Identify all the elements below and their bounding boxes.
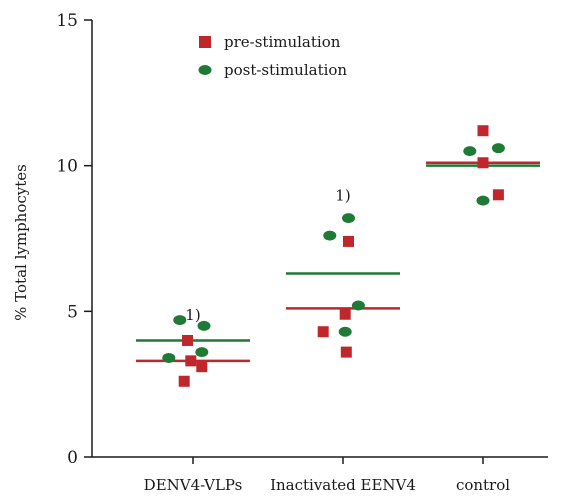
data-point-post-stimulation	[351, 300, 365, 311]
data-points	[162, 125, 505, 387]
y-tick-label: 5	[67, 302, 78, 322]
y-axis-ticks: 0 5 10 15	[56, 11, 92, 468]
y-tick-label: 10	[56, 157, 78, 177]
data-point-pre-stimulation	[196, 361, 208, 373]
y-axis-label: % Total lymphocytes	[12, 164, 30, 321]
legend: pre-stimulation post-stimulation	[198, 33, 347, 79]
data-point-post-stimulation	[338, 326, 352, 337]
data-point-pre-stimulation	[492, 189, 504, 201]
data-point-pre-stimulation	[178, 375, 190, 387]
data-point-post-stimulation	[463, 146, 477, 157]
x-axis-ticks: DENV4-VLPs Inactivated EENV4 control	[144, 457, 510, 494]
data-point-pre-stimulation	[339, 308, 351, 320]
data-point-post-stimulation	[476, 195, 490, 206]
data-point-pre-stimulation	[317, 326, 329, 338]
data-point-post-stimulation	[342, 213, 355, 224]
data-point-post-stimulation	[323, 230, 337, 241]
x-tick-label: control	[456, 476, 510, 494]
annotations: 1) 1)	[185, 187, 350, 324]
data-point-pre-stimulation	[343, 235, 354, 247]
data-point-pre-stimulation	[477, 125, 489, 137]
data-point-pre-stimulation	[182, 334, 193, 346]
data-point-pre-stimulation	[340, 346, 352, 358]
data-point-post-stimulation	[162, 352, 176, 363]
legend-marker-square	[199, 36, 211, 48]
data-point-pre-stimulation	[477, 157, 489, 169]
data-point-pre-stimulation	[185, 355, 197, 367]
data-point-post-stimulation	[197, 320, 211, 331]
legend-marker-circle	[198, 65, 212, 75]
data-point-post-stimulation	[195, 347, 209, 358]
data-point-post-stimulation	[173, 315, 187, 326]
legend-label: post-stimulation	[224, 61, 347, 79]
y-tick-label: 15	[56, 11, 78, 31]
legend-label: pre-stimulation	[224, 33, 341, 51]
y-tick-label: 0	[67, 448, 78, 468]
data-point-post-stimulation	[491, 143, 505, 154]
annotation-label: 1)	[335, 187, 350, 205]
x-tick-label: Inactivated EENV4	[270, 476, 416, 494]
x-tick-label: DENV4-VLPs	[144, 476, 243, 494]
annotation-label: 1)	[185, 306, 200, 324]
